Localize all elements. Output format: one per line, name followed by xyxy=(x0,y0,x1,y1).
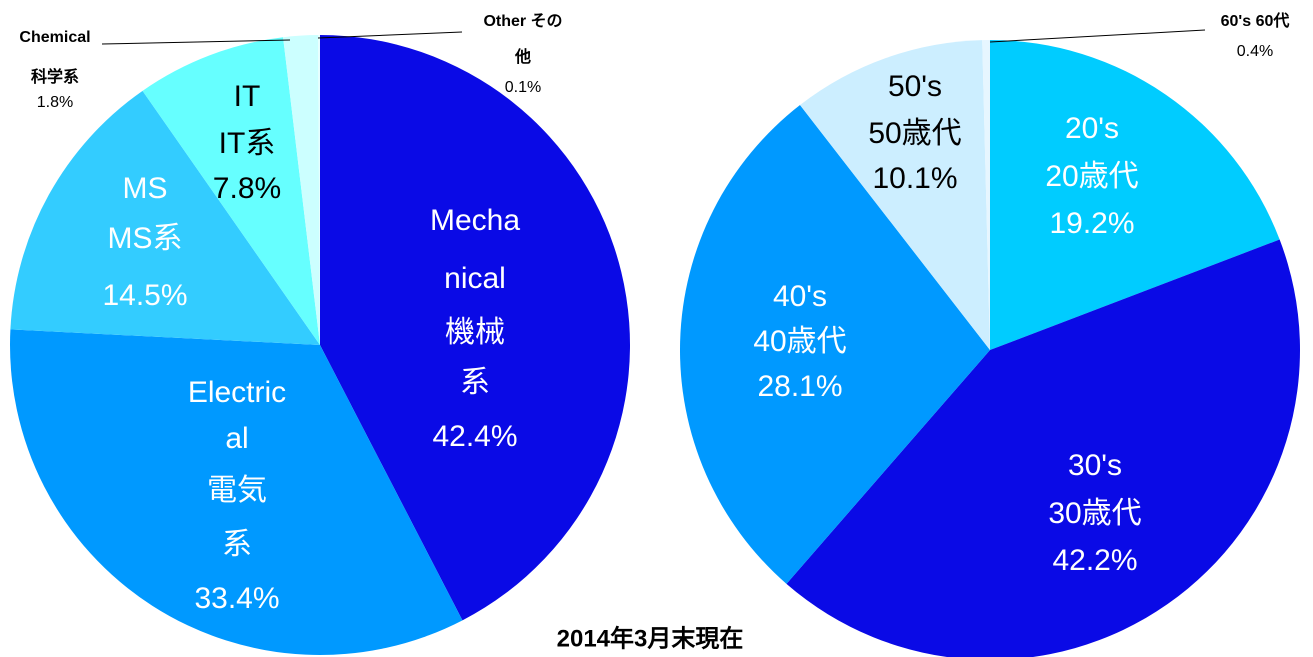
pie-slice xyxy=(786,239,1300,657)
slice-label: 30歳代 xyxy=(1048,497,1141,530)
value-label: 42.4% xyxy=(432,420,517,453)
slice-label: IT系 xyxy=(219,127,276,160)
slice-label: IT xyxy=(234,80,261,113)
slice-label: 電気 xyxy=(207,474,267,507)
pie-slice xyxy=(320,35,630,621)
slice-label: 30's xyxy=(1068,449,1122,482)
leader-line xyxy=(101,39,291,45)
footnote: 2014年3月末現在 xyxy=(557,624,744,652)
pie-slice xyxy=(318,35,320,345)
value-label: 28.1% xyxy=(757,370,842,403)
value-label: 10.1% xyxy=(872,162,957,195)
value-label: 0.4% xyxy=(1237,43,1273,60)
slice-label: nical xyxy=(444,262,506,295)
pie-slice xyxy=(982,40,990,350)
value-label: 33.4% xyxy=(194,582,279,615)
pie-slice xyxy=(10,90,321,345)
pie-slice xyxy=(680,105,990,584)
slice-label: 他 xyxy=(514,47,531,66)
value-label: 14.5% xyxy=(102,279,187,312)
slice-label: 20歳代 xyxy=(1045,160,1138,193)
slice-label: 20's xyxy=(1065,112,1119,145)
slice-label: MS xyxy=(123,172,168,205)
slice-label: 40歳代 xyxy=(753,325,846,358)
value-label: 1.8% xyxy=(37,94,73,111)
leader-line xyxy=(989,29,1206,43)
slice-label: 科学系 xyxy=(31,67,79,86)
slice-label: 60's 60代 xyxy=(1221,11,1290,30)
slice-label: Chemical xyxy=(19,29,90,46)
slice-label: Electric xyxy=(188,376,286,409)
slice-label: MS系 xyxy=(108,222,183,255)
slice-label: Mecha xyxy=(430,204,520,237)
leader-line xyxy=(317,31,463,39)
pie-slice xyxy=(799,40,990,350)
slice-label: al xyxy=(225,422,248,455)
pie-slice xyxy=(142,37,320,346)
value-label: 0.1% xyxy=(505,79,541,96)
value-label: 7.8% xyxy=(213,172,281,205)
slice-label: 40's xyxy=(773,280,827,313)
pie-slice xyxy=(9,329,463,656)
slice-label: 50歳代 xyxy=(868,117,961,150)
value-label: 42.2% xyxy=(1052,544,1137,577)
slice-label: Other その xyxy=(483,13,562,30)
slice-label: 系 xyxy=(222,528,252,561)
slice-label: 機械 xyxy=(445,316,505,349)
pie-slice xyxy=(990,40,1280,350)
slice-label: 50's xyxy=(888,70,942,103)
value-label: 19.2% xyxy=(1049,207,1134,240)
pie-slice xyxy=(283,35,320,346)
slice-label: 系 xyxy=(460,366,490,399)
